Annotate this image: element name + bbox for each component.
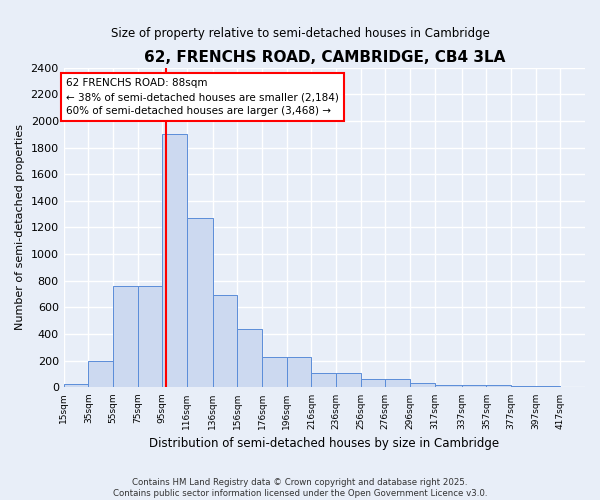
- Bar: [287, 357, 311, 388]
- Bar: [536, 386, 560, 388]
- Bar: [262, 357, 287, 388]
- Bar: [487, 386, 511, 388]
- Text: 62 FRENCHS ROAD: 88sqm
← 38% of semi-detached houses are smaller (2,184)
60% of : 62 FRENCHS ROAD: 88sqm ← 38% of semi-det…: [66, 78, 339, 116]
- Text: Size of property relative to semi-detached houses in Cambridge: Size of property relative to semi-detach…: [110, 28, 490, 40]
- Bar: [361, 380, 385, 388]
- Bar: [311, 374, 336, 388]
- Title: 62, FRENCHS ROAD, CAMBRIDGE, CB4 3LA: 62, FRENCHS ROAD, CAMBRIDGE, CB4 3LA: [143, 50, 505, 65]
- Bar: [462, 385, 487, 388]
- Y-axis label: Number of semi-detached properties: Number of semi-detached properties: [15, 124, 25, 330]
- Bar: [336, 374, 361, 388]
- Bar: [434, 385, 462, 388]
- Text: Contains HM Land Registry data © Crown copyright and database right 2025.
Contai: Contains HM Land Registry data © Crown c…: [113, 478, 487, 498]
- Bar: [113, 286, 137, 388]
- Bar: [88, 361, 113, 388]
- Bar: [213, 296, 238, 388]
- Bar: [410, 383, 434, 388]
- Bar: [238, 330, 262, 388]
- Bar: [385, 380, 410, 388]
- Bar: [187, 218, 213, 388]
- Bar: [511, 386, 536, 388]
- Bar: [162, 134, 187, 388]
- Bar: [64, 384, 88, 388]
- Bar: [137, 286, 162, 388]
- X-axis label: Distribution of semi-detached houses by size in Cambridge: Distribution of semi-detached houses by …: [149, 437, 499, 450]
